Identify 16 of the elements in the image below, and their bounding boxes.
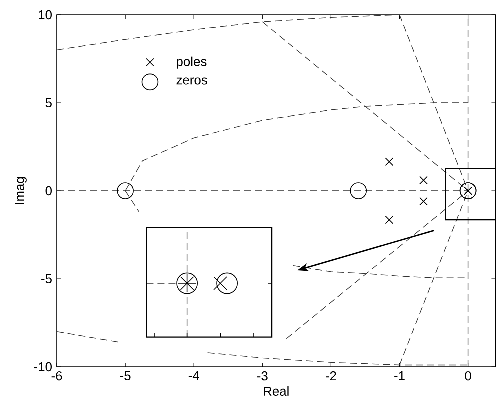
y-tick-label: -10 (34, 362, 52, 372)
x-tick-label: -5 (120, 372, 131, 381)
x-tick-label: -6 (52, 372, 62, 381)
y-axis-title: Imag (15, 177, 27, 204)
legend-label: poles (177, 56, 207, 69)
y-tick-label: 5 (46, 98, 52, 108)
x-tick-label: -1 (394, 372, 405, 380)
x-axis-title: Real (264, 386, 289, 396)
x-tick-label: -3 (257, 372, 268, 381)
x-tick-label: -2 (326, 372, 336, 381)
y-tick-label: -5 (42, 274, 52, 284)
x-tick-label: -4 (188, 372, 200, 380)
y-tick-label: 0 (46, 186, 52, 196)
legend-label: zeros (176, 78, 208, 85)
y-tick-label: 10 (39, 10, 52, 20)
x-tick-label: 0 (465, 372, 472, 381)
